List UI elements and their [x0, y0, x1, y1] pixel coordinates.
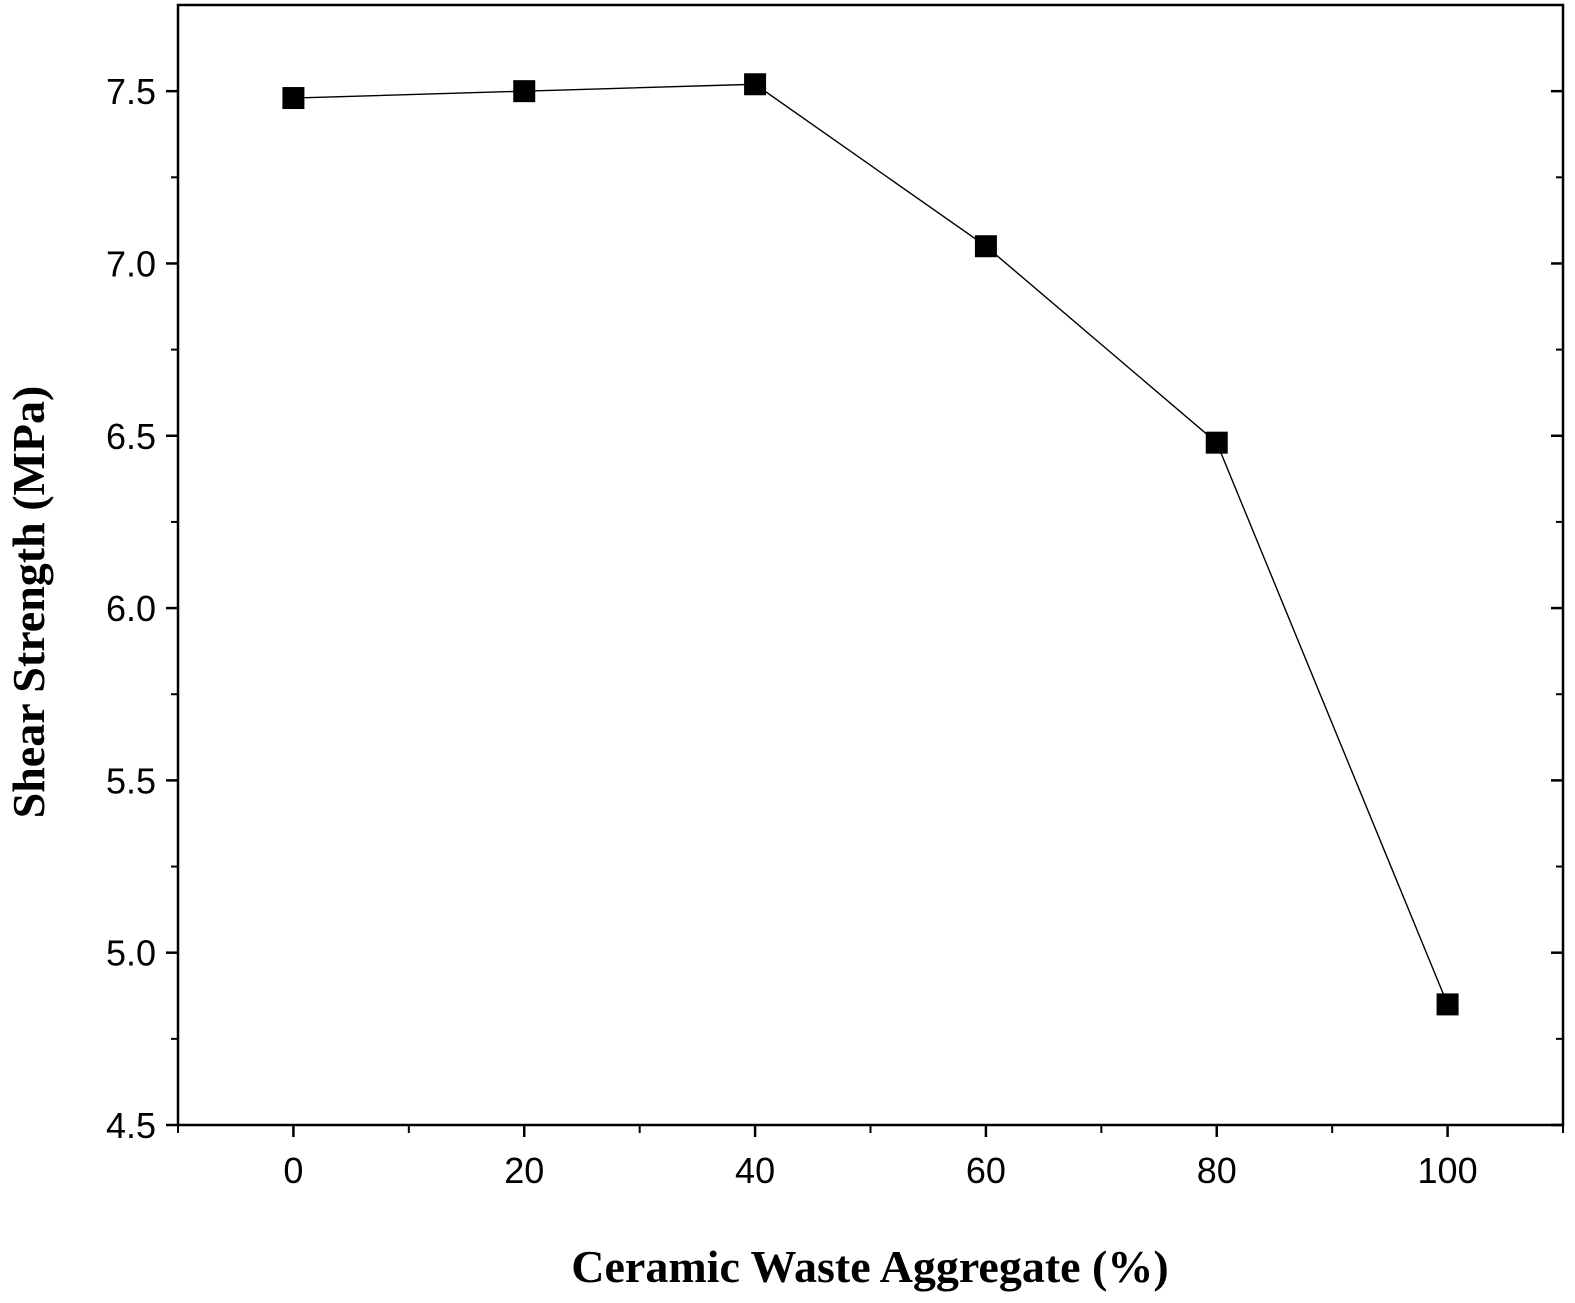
- x-tick-label: 60: [966, 1150, 1006, 1191]
- data-point: [282, 87, 305, 110]
- series-line: [293, 83, 1449, 1005]
- x-tick-label: 20: [504, 1150, 544, 1191]
- x-axis: 0 20 40 60 80 100: [177, 1125, 1564, 1191]
- x-tick-label: 0: [283, 1150, 303, 1191]
- plot-frame: [176, 3, 1565, 1127]
- data-series: [282, 73, 1459, 1016]
- y-tick-label: 6.5: [106, 416, 156, 457]
- y-tick-label: 6.0: [106, 588, 156, 629]
- y-tick-label: 5.0: [106, 933, 156, 974]
- y-tick-label: 4.5: [106, 1105, 156, 1146]
- y-axis-title: Shear Strength (MPa): [3, 386, 54, 819]
- data-point: [744, 73, 767, 96]
- y-axis: 4.5 5.0 5.5 6.0 6.5 7.0 7.5: [106, 71, 1563, 1146]
- data-point: [974, 235, 997, 258]
- y-tick-label: 7.0: [106, 243, 156, 284]
- y-tick-label: 7.5: [106, 71, 156, 112]
- plot-border: [176, 3, 1565, 1127]
- x-tick-label: 40: [735, 1150, 775, 1191]
- data-point: [1205, 431, 1228, 454]
- x-tick-label: 80: [1197, 1150, 1237, 1191]
- data-point: [1436, 993, 1459, 1016]
- x-tick-label: 100: [1418, 1150, 1478, 1191]
- data-point: [513, 80, 536, 103]
- x-axis-title: Ceramic Waste Aggregate (%): [571, 1241, 1168, 1292]
- y-tick-label: 5.5: [106, 760, 156, 801]
